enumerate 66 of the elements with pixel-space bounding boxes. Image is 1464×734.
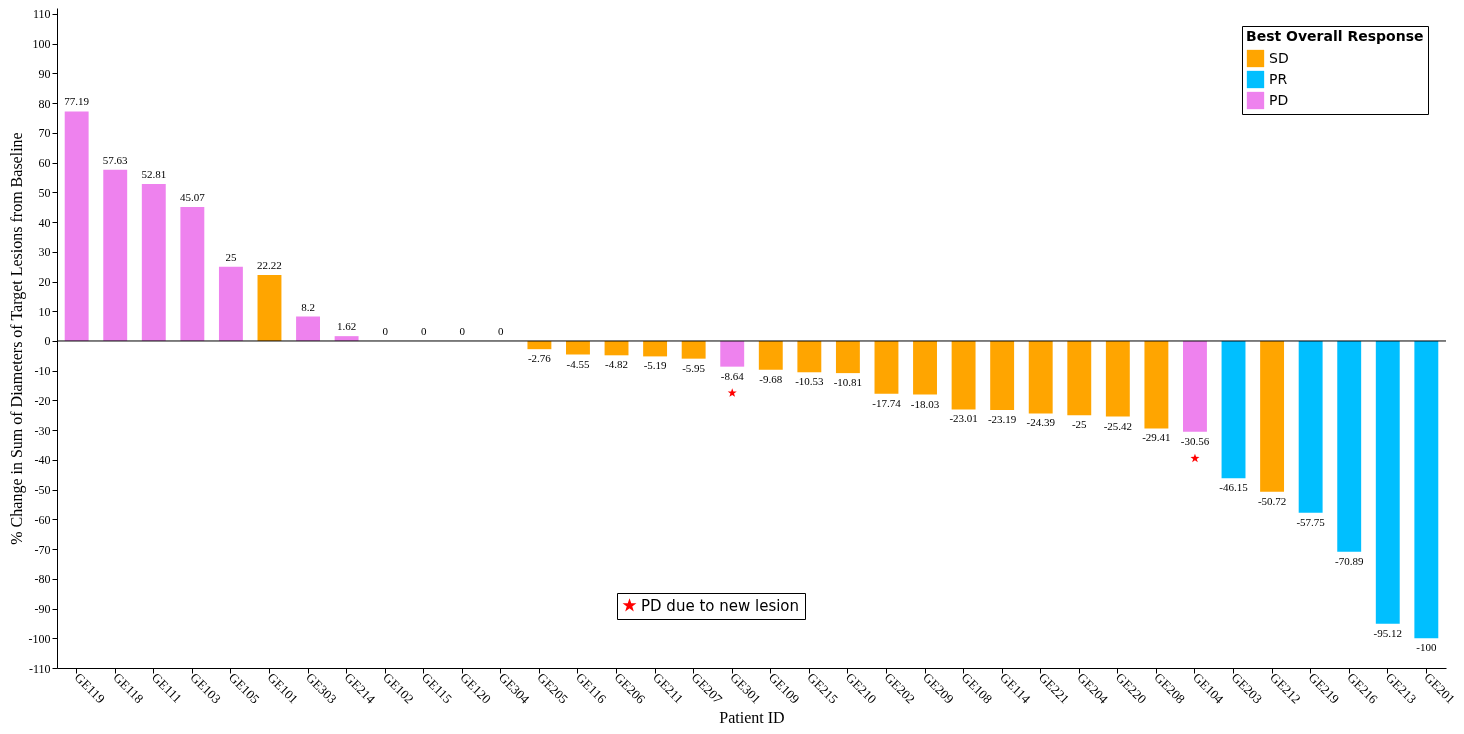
- y-tick-label: 10: [38, 304, 51, 319]
- data-label: -24.39: [1026, 416, 1056, 429]
- y-tick-label: 90: [38, 66, 51, 81]
- y-tick-label: 80: [38, 96, 51, 111]
- data-label: -23.01: [949, 412, 978, 425]
- data-label: -5.19: [643, 359, 668, 372]
- data-label: 8.2: [301, 300, 315, 313]
- y-tick-label: 100: [32, 37, 51, 52]
- data-label: 77.19: [64, 95, 90, 108]
- data-label: -9.68: [759, 372, 783, 385]
- y-tick-label: 70: [38, 126, 51, 141]
- y-tick-label: -90: [34, 602, 51, 617]
- data-label: -4.55: [566, 357, 590, 370]
- y-tick-label: -100: [28, 631, 51, 646]
- data-label: -100: [1416, 641, 1437, 654]
- y-tick-label: -40: [34, 453, 51, 468]
- legend-label: PD due to new lesion: [641, 596, 800, 615]
- y-axis-title: % Change in Sum of Diameters of Target Lesions from Baseline: [7, 132, 26, 545]
- y-tick-label: 50: [38, 185, 51, 200]
- legend-label: SD: [1269, 49, 1289, 66]
- data-label: -30.56: [1180, 434, 1210, 447]
- data-label: -5.95: [682, 361, 706, 374]
- data-label: 25: [225, 250, 237, 263]
- data-label: -25: [1071, 418, 1088, 431]
- data-label: -10.81: [833, 376, 863, 389]
- y-tick-label: -110: [28, 661, 51, 676]
- x-axis-title: Patient ID: [719, 709, 785, 727]
- data-label: 1.62: [336, 320, 357, 333]
- data-label: 0: [382, 324, 389, 337]
- data-label: -46.15: [1219, 481, 1249, 494]
- data-label: -29.41: [1142, 431, 1171, 444]
- y-tick-label: -10: [34, 364, 51, 379]
- y-tick-label: 30: [38, 245, 51, 260]
- y-tick-label: 0: [44, 334, 51, 349]
- y-tick-label: 60: [38, 156, 51, 171]
- data-label: -23.19: [987, 412, 1017, 425]
- data-label: -17.74: [872, 396, 902, 409]
- data-label: 0: [459, 324, 466, 337]
- legend-label: PR: [1269, 70, 1288, 87]
- y-tick-label: 110: [32, 7, 51, 22]
- data-label: 45.07: [179, 190, 206, 203]
- y-tick-label: -30: [34, 423, 51, 438]
- data-label: 0: [498, 324, 505, 337]
- y-tick-label: -50: [34, 483, 51, 498]
- legend-label: PD: [1269, 91, 1289, 108]
- data-label: -8.64: [720, 369, 745, 382]
- data-label: -57.75: [1296, 515, 1326, 528]
- data-label: -4.82: [605, 358, 628, 371]
- y-tick-label: 40: [38, 215, 51, 230]
- data-label: -25.42: [1103, 419, 1133, 432]
- data-label: 0: [420, 324, 427, 337]
- legend-title: Best Overall Response: [1246, 28, 1424, 44]
- data-label: 22.22: [257, 258, 282, 271]
- y-tick-label: 20: [38, 275, 51, 290]
- data-label: 57.63: [102, 153, 129, 166]
- y-tick-label: -60: [34, 512, 51, 527]
- data-label: -70.89: [1335, 554, 1364, 567]
- data-label: -10.53: [795, 375, 825, 388]
- data-label: -50.72: [1257, 494, 1287, 507]
- y-tick-label: -20: [34, 393, 51, 408]
- data-label: -95.12: [1373, 626, 1402, 639]
- data-label: -2.76: [527, 352, 552, 365]
- y-tick-label: -80: [34, 572, 51, 587]
- y-tick-label: -70: [34, 542, 51, 557]
- data-label: 52.81: [141, 167, 167, 180]
- data-label: -18.03: [910, 397, 940, 410]
